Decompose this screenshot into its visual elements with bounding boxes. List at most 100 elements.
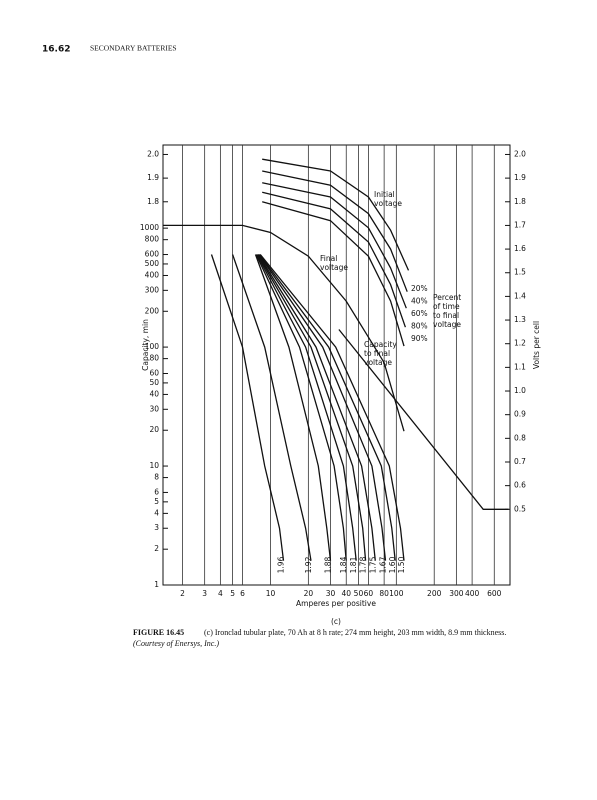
x-tick-label: 10	[266, 589, 276, 598]
curve-label: 40%	[411, 297, 428, 306]
y2-tick-label: 1.7	[514, 220, 526, 229]
curve	[257, 254, 367, 561]
page-number: 16.62	[42, 45, 70, 55]
y-tick-label: 60	[149, 368, 159, 377]
curve	[231, 254, 312, 561]
y-volt-tick-label: 1.8	[147, 197, 159, 206]
curve	[262, 191, 407, 328]
annotation: (c)	[331, 617, 341, 626]
annotation: voltage	[364, 358, 392, 367]
annotation: to final	[433, 311, 459, 320]
x-tick-label: 4	[218, 589, 223, 598]
y-tick-label: 2	[154, 544, 159, 553]
y2-tick-label: 1.5	[514, 268, 526, 277]
y2-tick-label: 0.6	[514, 481, 526, 490]
y-tick-label: 500	[145, 259, 160, 268]
y2-tick-label: 1.6	[514, 244, 526, 253]
x-tick-label: 200	[427, 589, 442, 598]
y2-tick-label: 0.7	[514, 457, 526, 466]
y2-tick-label: 0.5	[514, 504, 526, 513]
curve-label: 1.50	[397, 556, 406, 573]
annotation: to final	[364, 349, 390, 358]
y-volt-tick-label: 1.9	[147, 173, 159, 182]
y-tick-label: 40	[149, 389, 159, 398]
curve	[262, 158, 410, 271]
curve	[257, 254, 376, 561]
y-tick-label: 6	[154, 487, 159, 496]
caption-label: FIGURE 16.45	[133, 628, 184, 637]
y-tick-label: 5	[154, 497, 159, 506]
curve-label: 1.78	[359, 556, 368, 573]
y-tick-label: 100	[145, 342, 160, 351]
curve	[338, 329, 509, 510]
y-tick-label: 30	[149, 404, 159, 413]
curve	[163, 224, 405, 432]
y2-tick-label: 2.0	[514, 149, 526, 158]
x-tick-label: 50	[354, 589, 364, 598]
curve-label: 1.84	[339, 556, 348, 573]
y-tick-label: 300	[145, 285, 160, 294]
y-tick-label: 10	[149, 461, 159, 470]
annotation: of time	[433, 302, 460, 311]
curve-label: 1.60	[388, 556, 397, 573]
caption-text: (c) Ironclad tubular plate, 70 Ah at 8 h…	[204, 628, 506, 637]
y-axis-label: Capacity, min	[141, 319, 150, 371]
x-axis-label: Amperes per positive	[296, 599, 376, 608]
y-tick-label: 80	[149, 354, 159, 363]
curve	[256, 254, 357, 561]
y-volt-tick-label: 2.0	[147, 149, 159, 158]
curve-label: 1.96	[277, 556, 286, 573]
x-tick-label: 300	[449, 589, 464, 598]
y-tick-label: 8	[154, 473, 159, 482]
curve	[259, 254, 405, 561]
y2-tick-label: 1.0	[514, 386, 526, 395]
annotation: voltage	[374, 199, 402, 208]
y2-tick-label: 1.3	[514, 315, 526, 324]
y-tick-label: 4	[154, 508, 159, 517]
x-tick-label: 40	[341, 589, 351, 598]
x-tick-label: 400	[465, 589, 480, 598]
x-tick-label: 30	[326, 589, 336, 598]
x-tick-label: 20	[304, 589, 314, 598]
x-tick-label: 2	[180, 589, 185, 598]
curve-label: 1.75	[368, 556, 377, 573]
x-tick-label: 100	[389, 589, 404, 598]
annotation: Capacity	[364, 340, 397, 349]
x-tick-label: 60	[364, 589, 374, 598]
running-head: SECONDARY BATTERIES	[90, 44, 177, 53]
y-tick-label: 200	[145, 306, 160, 315]
y-tick-label: 1	[154, 580, 159, 589]
y2-tick-label: 1.8	[514, 197, 526, 206]
annotation: Percent	[433, 293, 461, 302]
x-tick-label: 600	[487, 589, 502, 598]
x-tick-label: 5	[230, 589, 235, 598]
x-tick-label: 3	[202, 589, 207, 598]
curve	[262, 201, 405, 347]
y-tick-label: 400	[145, 270, 160, 279]
annotation: Initial	[374, 190, 395, 199]
x-tick-label: 6	[240, 589, 245, 598]
y2-tick-label: 1.9	[514, 173, 526, 182]
plot-frame	[162, 144, 511, 586]
curve-label: 1.81	[349, 556, 358, 573]
curve-label: 20%	[411, 284, 428, 293]
y-tick-label: 600	[145, 250, 160, 259]
y2-tick-label: 0.9	[514, 410, 526, 419]
curve-label: 90%	[411, 334, 428, 343]
y2-axis-label: Volts per cell	[532, 321, 541, 369]
y-tick-label: 1000	[140, 223, 159, 232]
y2-tick-label: 1.1	[514, 362, 526, 371]
curve	[255, 254, 347, 561]
curve	[262, 170, 408, 292]
curve-label: 1.67	[378, 556, 387, 573]
curve	[259, 254, 396, 561]
y-tick-label: 800	[145, 235, 160, 244]
curve-label: 1.92	[304, 556, 313, 573]
y-tick-label: 20	[149, 425, 159, 434]
curve	[258, 254, 387, 561]
curve-label: 1.88	[324, 556, 333, 573]
curve	[262, 182, 407, 309]
caption-credit: (Courtesy of Enersys, Inc.)	[133, 639, 219, 648]
